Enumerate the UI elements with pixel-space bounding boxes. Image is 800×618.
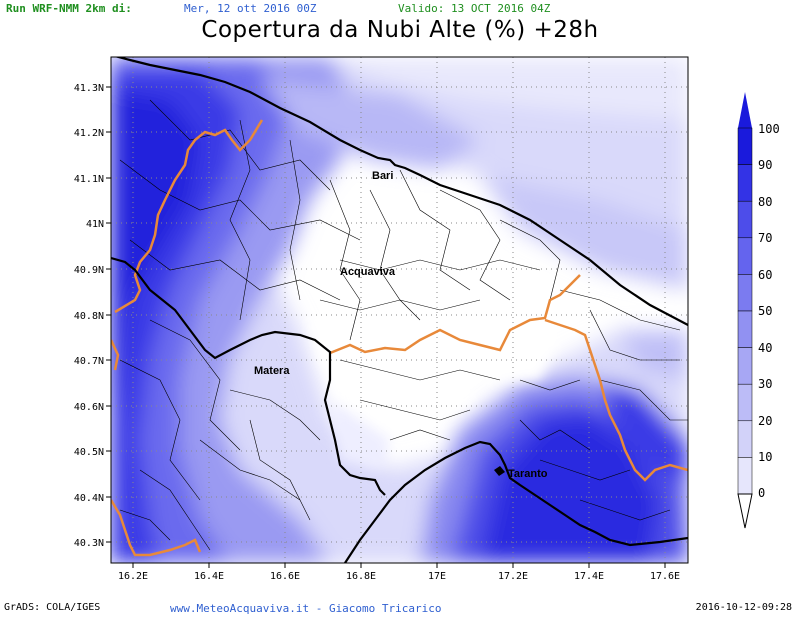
site-credit: www.MeteoAcquaviva.it - Giacomo Tricaric… [170, 602, 442, 615]
axis-ticks [106, 86, 666, 568]
lat-label: 40.3N [74, 538, 104, 549]
lon-label: 17.2E [498, 571, 528, 582]
legend-label: 50 [758, 304, 772, 318]
legend-band [737, 274, 753, 312]
lon-label: 17E [428, 571, 446, 582]
cloud-field [111, 57, 688, 563]
lat-label: 40.4N [74, 493, 104, 504]
legend-top-arrow [738, 92, 752, 128]
latitude-labels: 41.3N 41.2N 41.1N 41N 40.9N 40.8N 40.7N … [74, 83, 104, 549]
legend-label: 10 [758, 450, 772, 464]
legend-band [737, 457, 753, 495]
legend-band [737, 310, 753, 348]
legend-label: 80 [758, 195, 772, 209]
legend-band [737, 383, 753, 422]
city-taranto: Taranto [508, 468, 548, 480]
lon-label: 16.4E [194, 571, 224, 582]
legend-band [737, 347, 753, 385]
timestamp: 2016-10-12-09:28 [695, 602, 792, 613]
lat-label: 40.5N [74, 447, 104, 458]
legend-bottom-arrow [737, 493, 753, 529]
legend-label: 60 [758, 268, 772, 282]
lat-label: 41.2N [74, 128, 104, 139]
legend-band [737, 164, 753, 202]
legend-band [737, 127, 753, 165]
lat-label: 41N [86, 219, 104, 230]
mar-piccolo [494, 466, 505, 476]
legend-label: 40 [758, 341, 772, 355]
legend-label: 20 [758, 414, 772, 428]
legend-label: 100 [758, 122, 780, 136]
city-acquaviva: Acquaviva [340, 266, 396, 278]
city-bari: Bari [372, 170, 393, 182]
map-title: Copertura da Nubi Alte (%) +28h [201, 17, 599, 43]
valid-time: Valido: 13 OCT 2016 04Z [398, 2, 551, 15]
map-frame [110, 56, 689, 564]
lat-label: 40.9N [74, 265, 104, 276]
legend-band [737, 200, 753, 239]
legend-label: 0 [758, 486, 765, 500]
legend-band [737, 237, 753, 275]
graticule [111, 57, 688, 563]
municipal-boundaries [119, 99, 688, 551]
lat-label: 40.6N [74, 402, 104, 413]
legend-label: 30 [758, 377, 772, 391]
lon-label: 16.6E [270, 571, 300, 582]
legend-label: 70 [758, 231, 772, 245]
city-labels: Bari Acquaviva Matera Taranto [254, 170, 548, 480]
lon-label: 17.4E [574, 571, 604, 582]
coastline [111, 57, 688, 563]
lon-label: 17.6E [650, 571, 680, 582]
lon-label: 16.8E [346, 571, 376, 582]
lat-label: 41.1N [74, 174, 104, 185]
run-label: Run WRF-NMM 2km di: [6, 2, 132, 15]
longitude-labels: 16.2E 16.4E 16.6E 16.8E 17E 17.2E 17.4E … [118, 571, 680, 582]
lat-label: 40.8N [74, 311, 104, 322]
color-legend: 100 90 80 70 60 50 40 30 20 10 0 [737, 92, 780, 529]
run-date: Mer, 12 ott 2016 00Z [184, 2, 317, 15]
city-matera: Matera [254, 365, 290, 377]
lon-label: 16.2E [118, 571, 148, 582]
lat-label: 41.3N [74, 83, 104, 94]
legend-band [737, 420, 753, 458]
legend-label: 90 [758, 158, 772, 172]
grads-credit: GrADS: COLA/IGES [4, 602, 101, 613]
lat-label: 40.7N [74, 356, 104, 367]
